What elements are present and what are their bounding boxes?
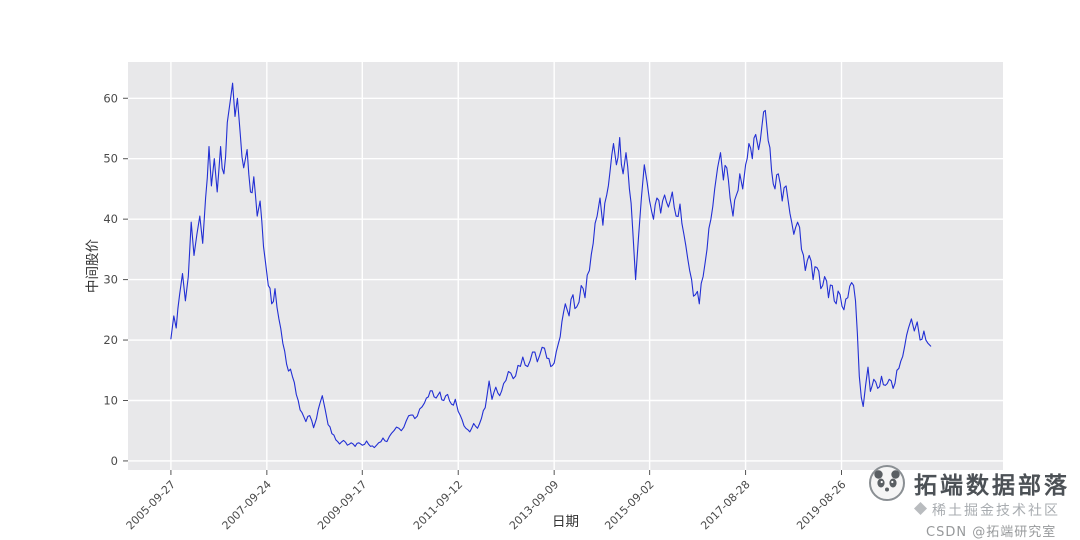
x-tick-label: 2017-08-28 [698,478,752,532]
plot-area [128,62,1003,470]
y-tick-label: 60 [103,91,118,105]
y-axis-label: 中间股价 [85,239,101,293]
x-axis-label: 日期 [552,514,579,530]
x-tick-label: 2007-09-24 [220,478,274,532]
y-tick-label: 50 [103,152,118,166]
x-tick-label: 2005-09-27 [124,478,178,532]
price-line-series [170,82,932,449]
y-tick-label: 40 [103,212,118,226]
y-tick-label: 10 [103,393,118,407]
x-tick-label: 2015-09-02 [602,478,656,532]
y-tick-label: 30 [103,273,118,287]
x-tick-label: 2019-08-26 [794,478,848,532]
x-tick-label: 2009-09-17 [315,478,369,532]
y-tick-label: 0 [111,454,118,468]
y-tick-label: 20 [103,333,118,347]
x-tick-label: 2011-09-12 [411,478,465,532]
